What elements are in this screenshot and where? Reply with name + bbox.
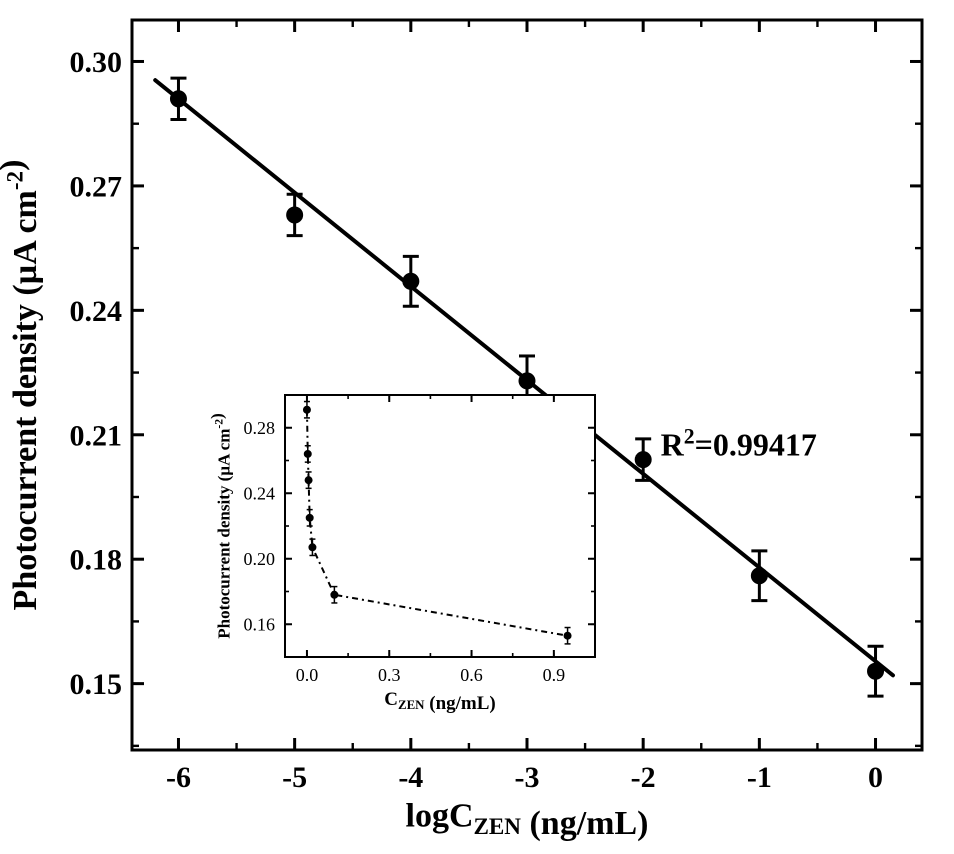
svg-text:logCZEN (ng/mL): logCZEN (ng/mL) xyxy=(406,798,649,843)
svg-text:0.27: 0.27 xyxy=(70,170,123,203)
svg-text:0.24: 0.24 xyxy=(70,295,123,328)
svg-text:0.24: 0.24 xyxy=(244,484,276,504)
svg-text:0.20: 0.20 xyxy=(244,549,276,569)
svg-text:0.18: 0.18 xyxy=(70,544,123,577)
svg-text:-5: -5 xyxy=(282,761,307,794)
svg-text:0.3: 0.3 xyxy=(378,665,401,685)
chart-container: -6 -5 -4 -3 -2 -1 0 0.15 0.18 0.21 0.24 0.27 0.30 log… xyxy=(0,0,954,854)
svg-text:-1: -1 xyxy=(747,761,772,794)
chart-svg: -6 -5 -4 -3 -2 -1 0 0.15 0.18 0.21 0.24 0.27 0.30 log… xyxy=(0,0,954,854)
svg-text:0.9: 0.9 xyxy=(543,665,566,685)
svg-text:0.16: 0.16 xyxy=(244,615,276,635)
svg-text:-4: -4 xyxy=(398,761,423,794)
svg-text:-3: -3 xyxy=(515,761,540,794)
svg-text:-6: -6 xyxy=(166,761,191,794)
svg-text:0: 0 xyxy=(868,761,883,794)
svg-text:0.6: 0.6 xyxy=(460,665,483,685)
svg-text:-2: -2 xyxy=(631,761,656,794)
svg-text:0.0: 0.0 xyxy=(296,665,319,685)
svg-text:0.21: 0.21 xyxy=(70,419,123,452)
svg-text:0.15: 0.15 xyxy=(70,668,123,701)
svg-text:Photocurrent density (µA cm-2): Photocurrent density (µA cm-2) xyxy=(0,160,44,611)
svg-text:0.28: 0.28 xyxy=(244,418,276,438)
svg-text:0.30: 0.30 xyxy=(70,46,123,79)
